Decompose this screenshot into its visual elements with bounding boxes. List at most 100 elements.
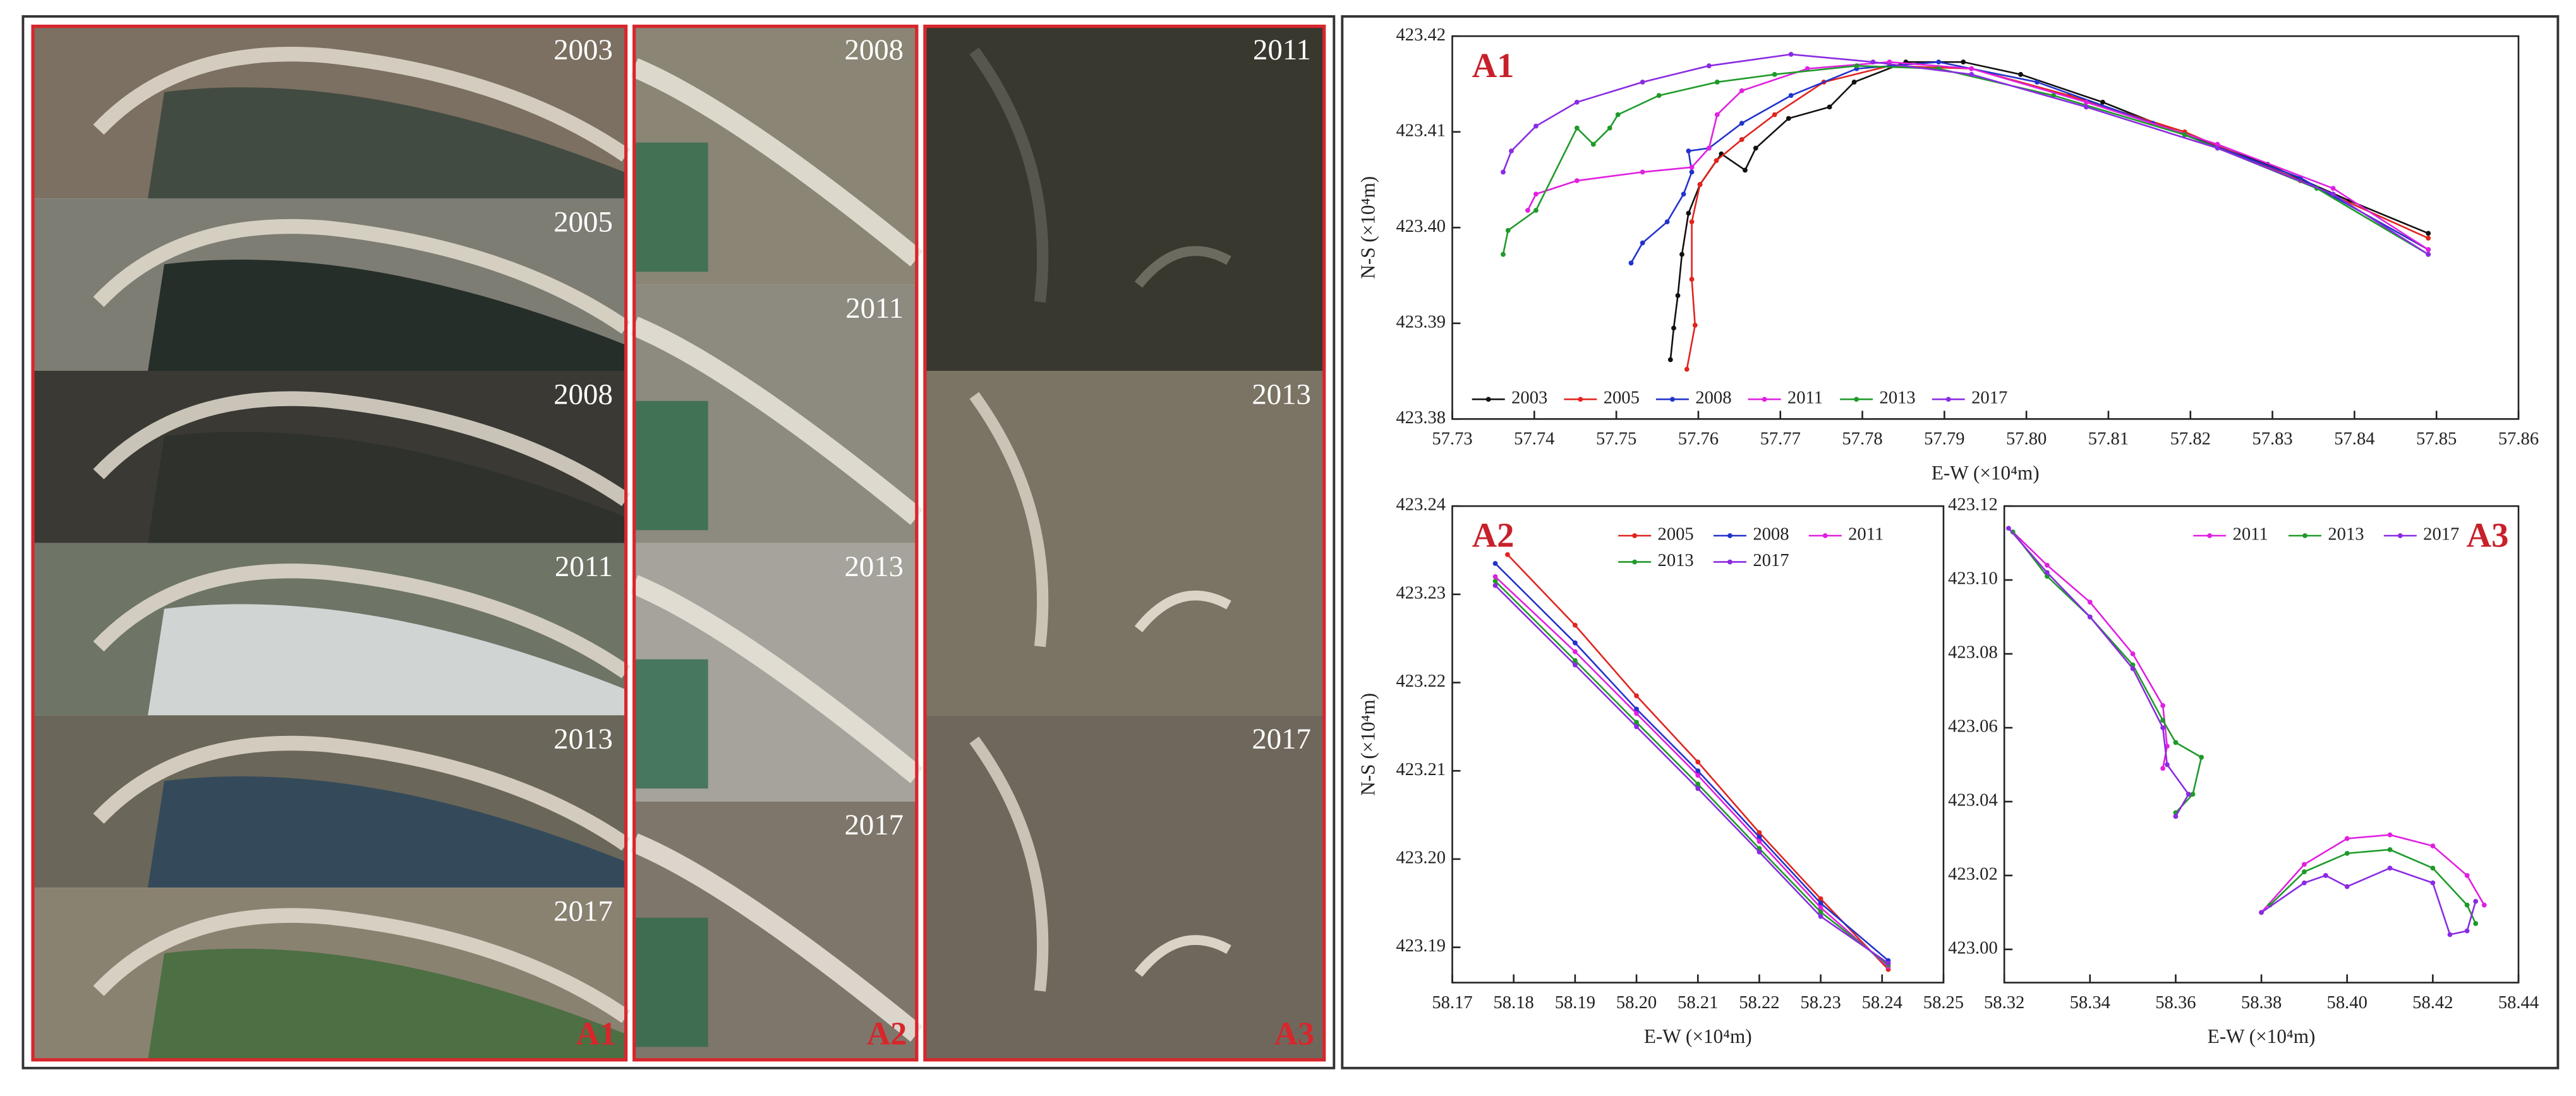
sand-spit (93, 735, 631, 851)
pond (148, 259, 626, 371)
satellite-image (924, 371, 1324, 716)
x-tick-label: 58.17 (1432, 993, 1472, 1013)
year-label: 2013 (1252, 378, 1311, 411)
x-tick-label: 58.42 (2412, 993, 2453, 1013)
year-label: 2005 (553, 206, 613, 239)
data-point (1757, 849, 1762, 855)
pond (148, 87, 626, 199)
chart-frame (1341, 15, 2560, 1069)
data-point (1628, 260, 1634, 266)
series-line (1502, 64, 2429, 255)
data-point (2100, 99, 2105, 105)
fish-pond (634, 659, 708, 789)
data-point (2447, 932, 2453, 937)
legend-label: 2005 (1604, 388, 1640, 408)
y-tick-label: 423.38 (1396, 408, 1446, 428)
data-point (1679, 251, 1684, 257)
data-point (1961, 59, 1966, 65)
satellite-image (924, 715, 1324, 1060)
data-point (1675, 292, 1681, 298)
legend-label: 2017 (1753, 551, 1789, 570)
data-point (1936, 59, 1942, 65)
y-tick-label: 423.23 (1396, 583, 1446, 603)
data-point (2430, 865, 2436, 871)
year-label: 2008 (553, 378, 613, 411)
x-tick-label: 58.36 (2155, 993, 2196, 1013)
image-frame (21, 15, 1336, 1069)
data-point (1492, 579, 1498, 584)
x-tick-label: 58.32 (1984, 993, 2024, 1013)
y-tick-label: 423.20 (1396, 848, 1446, 868)
x-tick-label: 57.76 (1678, 430, 1719, 449)
x-tick-label: 58.22 (1739, 993, 1779, 1013)
data-point (2018, 71, 2023, 77)
legend-marker (2397, 533, 2403, 538)
data-point (2301, 862, 2307, 867)
plot-area (1451, 505, 1945, 984)
data-point (1572, 640, 1578, 646)
data-point (1572, 658, 1578, 663)
x-tick-label: 58.24 (1862, 993, 1902, 1013)
x-tick-label: 57.82 (2170, 430, 2211, 449)
data-point (1743, 167, 1748, 173)
data-point (1757, 834, 1762, 840)
legend-label: 2003 (1511, 388, 1547, 408)
data-point (1714, 80, 1720, 85)
series-line (2012, 531, 2485, 913)
data-point (1969, 66, 1974, 71)
legend-label: 2011 (2233, 525, 2268, 545)
data-point (2186, 792, 2191, 797)
data-point (1818, 909, 1823, 915)
sand-spit (969, 392, 1049, 647)
data-point (2430, 843, 2436, 849)
data-point (2173, 814, 2179, 819)
data-point (1739, 88, 1745, 93)
legend-marker (1632, 559, 1638, 565)
data-point (1695, 786, 1701, 792)
column-border (632, 25, 919, 1062)
x-axis-label: E-W (×10⁴m) (1644, 1025, 1752, 1047)
sand-spit (93, 219, 631, 334)
series-line (1669, 61, 2429, 360)
legend-label: 2005 (1658, 525, 1694, 545)
data-point (2426, 231, 2431, 236)
data-point (1695, 759, 1701, 765)
y-tick-label: 423.04 (1948, 791, 1998, 810)
legend-marker (1762, 397, 1767, 402)
data-point (2190, 792, 2196, 797)
data-point (2330, 186, 2336, 191)
data-point (1501, 169, 1506, 175)
y-axis-label: N-S (×10⁴m) (1357, 176, 1379, 279)
year-label: 2017 (1252, 723, 1311, 756)
pond (148, 604, 626, 716)
year-label: 2011 (1253, 33, 1311, 66)
legend-label: 2013 (1880, 388, 1916, 408)
data-point (2344, 836, 2350, 841)
sand-spit (630, 575, 923, 783)
data-point (2160, 703, 2165, 708)
data-point (1753, 145, 1758, 151)
legend-marker (1632, 533, 1638, 538)
data-point (1634, 693, 1639, 699)
data-point (2387, 832, 2393, 838)
data-point (1634, 724, 1639, 730)
legend-label: 2017 (1971, 388, 2007, 408)
x-tick-label: 58.34 (2070, 993, 2110, 1013)
year-label: 2008 (844, 33, 904, 66)
series-line (1686, 64, 2429, 370)
sand-spit (630, 58, 923, 267)
data-point (1634, 720, 1639, 725)
data-point (1505, 552, 1510, 557)
y-tick-label: 423.10 (1948, 569, 1998, 589)
data-point (1689, 277, 1695, 282)
data-point (1533, 208, 1539, 213)
data-point (1574, 99, 1580, 105)
y-tick-label: 423.24 (1396, 495, 1446, 515)
fish-pond (634, 142, 708, 272)
data-point (2160, 725, 2165, 730)
data-point (2087, 614, 2093, 620)
series-line (2012, 531, 2477, 924)
year-label: 2011 (555, 550, 613, 583)
data-point (2199, 754, 2204, 760)
